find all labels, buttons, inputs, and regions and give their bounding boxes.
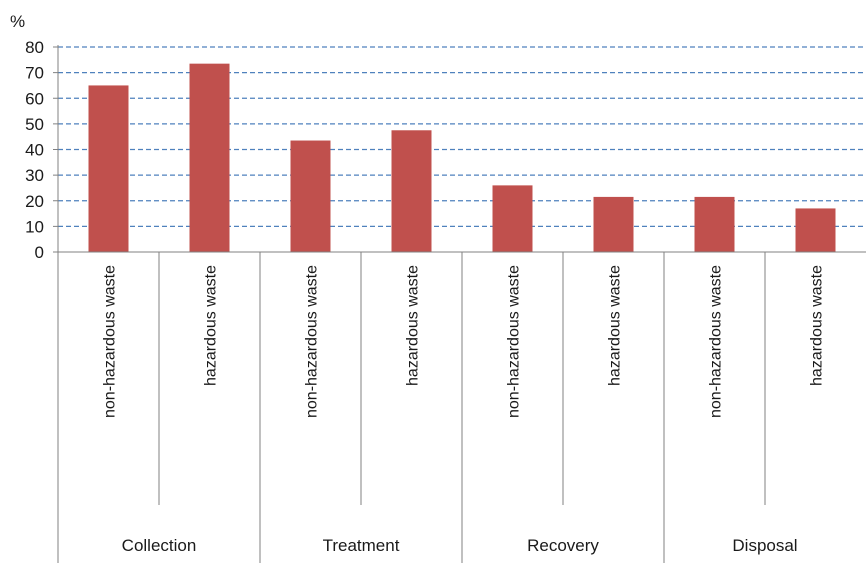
axes <box>53 45 866 563</box>
bar <box>290 140 331 252</box>
group-label: Collection <box>122 536 197 555</box>
category-labels: non-hazardous waste hazardous waste non-ha… <box>102 265 826 418</box>
category-label: non-hazardous waste <box>102 265 119 418</box>
group-label: Disposal <box>732 536 797 555</box>
category-label: hazardous waste <box>607 265 624 386</box>
y-tick-label: 30 <box>25 166 44 185</box>
bar <box>492 185 533 252</box>
y-axis-label: % <box>10 12 25 31</box>
category-label: hazardous waste <box>809 265 826 386</box>
gridlines <box>58 46 866 227</box>
group-label: Recovery <box>527 536 599 555</box>
y-tick-label: 70 <box>25 64 44 83</box>
category-label: hazardous waste <box>203 265 220 386</box>
y-tick-labels: 0 10 20 30 40 50 60 70 80 <box>25 38 44 262</box>
bar <box>593 196 634 252</box>
y-tick-label: 40 <box>25 141 44 160</box>
bar <box>795 208 836 252</box>
bar <box>189 63 230 252</box>
category-label: non-hazardous waste <box>506 265 523 418</box>
bar <box>694 196 735 252</box>
bar <box>88 85 129 252</box>
group-label: Treatment <box>323 536 400 555</box>
y-tick-label: 50 <box>25 115 44 134</box>
bar <box>391 130 432 252</box>
bars <box>88 63 836 252</box>
y-tick-label: 60 <box>25 89 44 108</box>
y-tick-label: 20 <box>25 192 44 211</box>
category-label: non-hazardous waste <box>708 265 725 418</box>
y-tick-label: 80 <box>25 38 44 57</box>
group-labels: Collection Treatment Recovery Disposal <box>122 536 798 555</box>
y-tick-label: 10 <box>25 217 44 236</box>
y-tick-label: 0 <box>35 243 44 262</box>
category-label: hazardous waste <box>405 265 422 386</box>
category-label: non-hazardous waste <box>304 265 321 418</box>
